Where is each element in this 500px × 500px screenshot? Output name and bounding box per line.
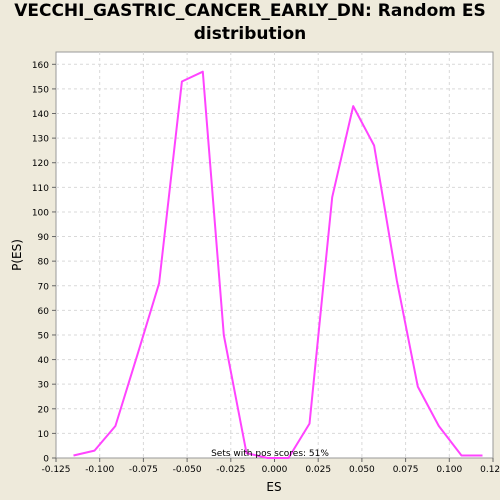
chart-title: VECCHI_GASTRIC_CANCER_EARLY_DN: Random E… [0,0,500,46]
x-tick-label: 0.025 [305,465,331,475]
y-tick-label: 20 [38,405,50,415]
y-axis-label: P(ES) [10,239,24,271]
x-tick-label: -0.025 [216,465,245,475]
y-tick-label: 90 [38,233,50,243]
x-axis-label: ES [266,480,281,494]
es-distribution-line [73,70,483,459]
y-tick-label: 100 [32,208,49,218]
grid-lines [56,52,493,458]
chart-title-line-2: distribution [193,24,307,44]
axes: 0 10 20 30 40 50 60 70 80 90 100 110 120 130 140 150 160… [32,61,500,475]
y-tick-label: 0 [43,455,49,465]
x-tick-label: -0.075 [129,465,158,475]
x-tick-label: -0.100 [85,465,114,475]
y-tick-label: 110 [32,184,49,194]
x-tick-label: 0.100 [436,465,462,475]
x-tick-label: -0.125 [41,465,70,475]
y-tick-label: 50 [38,331,50,341]
x-tick-label: 0.050 [349,465,375,475]
y-tick-label: 40 [38,356,50,366]
y-tick-label: 70 [38,282,50,292]
chart-title-line-1: VECCHI_GASTRIC_CANCER_EARLY_DN: Random E… [14,1,486,21]
y-tick-label: 150 [32,85,49,95]
x-tick-label: -0.050 [173,465,202,475]
y-tick-label: 130 [32,135,49,145]
y-tick-label: 140 [32,110,49,120]
y-tick-label: 30 [38,381,50,391]
y-tick-label: 60 [38,307,50,317]
series-layer [73,70,483,459]
y-tick-label: 160 [32,61,49,71]
x-tick-label: 0.075 [393,465,419,475]
x-tick-label: 0.125 [480,465,500,475]
y-tick-label: 120 [32,159,49,169]
x-tick-label: 0.000 [262,465,288,475]
pos-scores-annotation: Sets with pos scores: 51% [211,449,329,459]
y-tick-label: 10 [38,430,50,440]
y-tick-label: 80 [38,258,50,268]
